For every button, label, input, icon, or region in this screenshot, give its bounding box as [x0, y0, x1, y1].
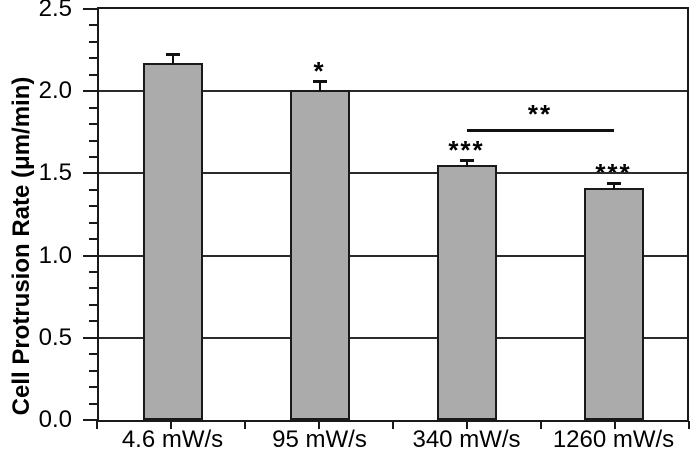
y-major-tick: [83, 172, 97, 175]
y-minor-tick: [89, 320, 97, 323]
y-tick-label-0: 0.0: [38, 406, 72, 433]
error-bar-cap: [312, 79, 327, 83]
error-bar-whisker: [171, 53, 174, 66]
significance-label: **: [527, 99, 553, 129]
y-minor-tick: [89, 221, 97, 224]
y-major-tick: [83, 419, 97, 421]
y-tick-label-3: 1.5: [38, 159, 72, 187]
x-category-label-2: 340 mW/s: [412, 426, 521, 453]
error-bar-cap: [459, 158, 474, 162]
x-tick: [614, 421, 616, 429]
x-category-label-0: 4.6 mW/s: [121, 426, 224, 453]
x-tick: [466, 421, 468, 429]
bar: [436, 165, 497, 420]
y-minor-tick: [89, 40, 97, 43]
plot-area: * *** *** **: [97, 7, 689, 422]
error-bar-whisker: [318, 79, 321, 92]
y-minor-tick: [89, 57, 97, 60]
error-bar-cap: [606, 181, 621, 185]
gridline: [99, 254, 687, 257]
gridline: [99, 172, 687, 175]
x-tick: [244, 421, 246, 429]
y-minor-tick: [89, 386, 97, 389]
y-minor-tick: [89, 287, 97, 290]
error-bar-whisker: [612, 181, 615, 191]
y-minor-tick: [89, 271, 97, 274]
x-tick: [688, 421, 690, 429]
error-bar-cap: [165, 53, 180, 57]
y-minor-tick: [89, 238, 97, 241]
y-minor-tick: [89, 139, 97, 142]
significance-star-bar3: ***: [448, 134, 485, 165]
y-minor-tick: [89, 155, 97, 158]
gridline: [99, 336, 687, 339]
y-minor-tick: [89, 24, 97, 27]
x-tick: [96, 421, 98, 429]
bar: [142, 63, 203, 420]
y-major-tick: [83, 336, 97, 339]
y-minor-tick: [89, 369, 97, 372]
y-minor-tick: [89, 303, 97, 306]
gridline: [99, 90, 687, 93]
y-minor-tick: [89, 188, 97, 191]
bar: [289, 89, 350, 420]
x-tick: [318, 421, 320, 429]
y-minor-tick: [89, 73, 97, 76]
y-tick-label-2: 1.0: [38, 241, 72, 269]
error-bar-whisker: [465, 158, 468, 168]
x-tick: [392, 421, 394, 429]
significance-star-bar2: *: [313, 55, 326, 86]
bar: [583, 188, 644, 420]
y-major-tick: [83, 254, 97, 257]
y-minor-tick: [89, 205, 97, 208]
y-major-tick: [83, 8, 97, 10]
y-minor-tick: [89, 106, 97, 109]
x-tick: [540, 421, 542, 429]
y-tick-label-1: 0.5: [38, 323, 72, 351]
y-tick-label-4: 2.0: [38, 77, 72, 105]
x-tick: [170, 421, 172, 429]
y-tick-label-5: 2.5: [38, 0, 72, 22]
y-major-tick: [83, 90, 97, 93]
y-minor-tick: [89, 123, 97, 126]
x-category-label-1: 95 mW/s: [272, 426, 367, 453]
y-minor-tick: [89, 353, 97, 356]
significance-line: [466, 129, 614, 132]
x-category-label-3: 1260 mW/s: [552, 426, 675, 453]
y-minor-tick: [89, 402, 97, 405]
